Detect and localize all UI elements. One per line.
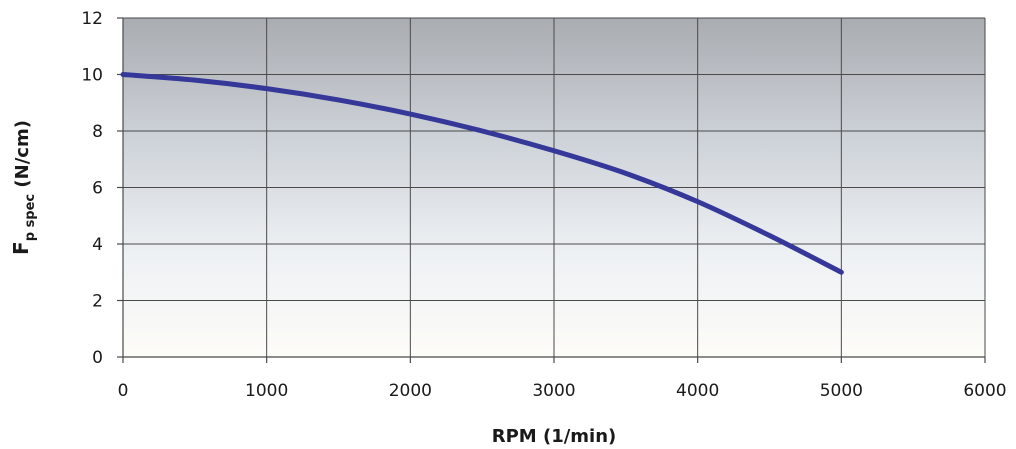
x-tick-label: 3000 <box>532 381 575 401</box>
y-tick-label: 10 <box>81 66 103 86</box>
y-tick-label: 4 <box>92 235 103 255</box>
x-tick-label: 2000 <box>389 381 432 401</box>
y-tick-label: 2 <box>92 292 103 312</box>
y-tick-label: 0 <box>92 348 103 368</box>
x-tick-label: 0 <box>118 381 129 401</box>
x-tick-label: 5000 <box>820 381 863 401</box>
y-axis-title: Fp spec (N/cm) <box>9 120 38 255</box>
series-layer <box>120 72 844 275</box>
x-axis-title: RPM (1/min) <box>492 426 617 447</box>
y-tick-label: 12 <box>81 9 103 29</box>
tick-labels: 0 2 4 6 8 10 12 0 1000 2000 3000 4000 5000 6000 <box>81 9 1006 401</box>
y-axis-title-subscript: p spec <box>23 194 38 241</box>
x-tick-label: 4000 <box>676 381 719 401</box>
x-tick-label: 6000 <box>963 381 1006 401</box>
y-tick-label: 8 <box>92 122 103 142</box>
y-axis-title-suffix: (N/cm) <box>12 120 33 194</box>
x-tick-label: 1000 <box>245 381 288 401</box>
y-axis-title-main: F <box>9 241 33 255</box>
grid <box>123 17 986 357</box>
y-tick-label: 6 <box>92 179 103 199</box>
